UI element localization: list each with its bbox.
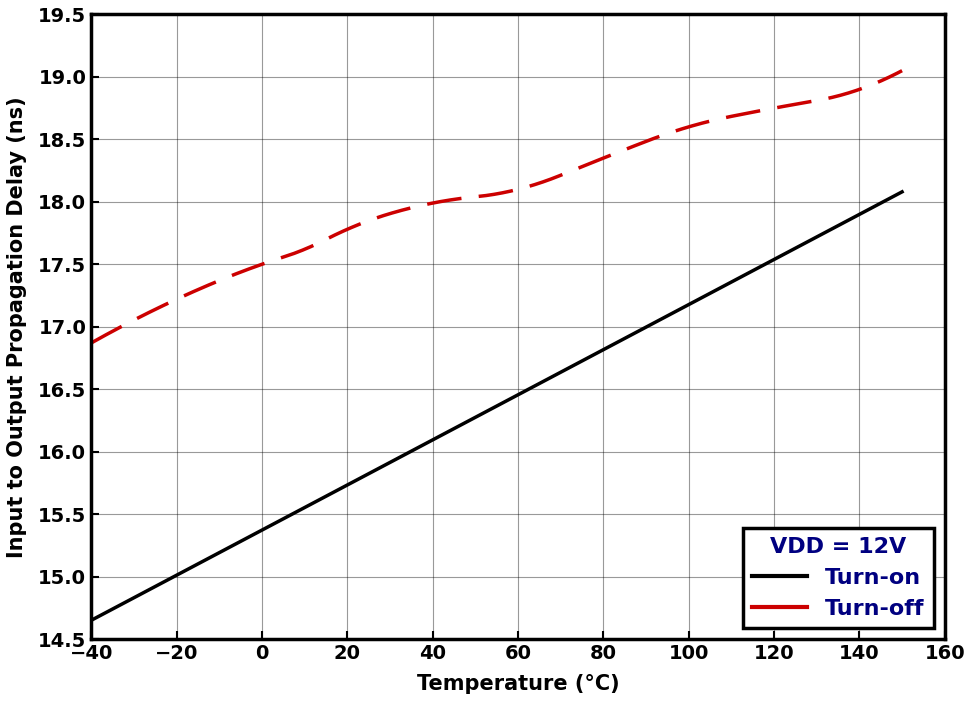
Turn-off bbox=[877, 76, 888, 84]
Turn-on bbox=[524, 384, 536, 393]
X-axis label: Temperature (°C): Temperature (°C) bbox=[417, 674, 619, 694]
Turn-on bbox=[896, 188, 908, 196]
Turn-off bbox=[750, 107, 762, 116]
Turn-on bbox=[475, 410, 487, 418]
Legend: Turn-on, Turn-off: Turn-on, Turn-off bbox=[743, 528, 934, 628]
Turn-on bbox=[750, 265, 762, 273]
Y-axis label: Input to Output Propagation Delay (ns): Input to Output Propagation Delay (ns) bbox=[7, 96, 27, 557]
Turn-on bbox=[86, 616, 97, 625]
Turn-off bbox=[86, 339, 97, 347]
Line: Turn-on: Turn-on bbox=[91, 192, 902, 620]
Turn-on bbox=[568, 361, 579, 369]
Turn-off bbox=[475, 192, 487, 200]
Turn-off bbox=[524, 182, 536, 190]
Turn-on bbox=[470, 413, 482, 421]
Turn-off bbox=[896, 67, 908, 75]
Turn-off bbox=[470, 193, 482, 201]
Turn-off bbox=[568, 165, 579, 174]
Line: Turn-off: Turn-off bbox=[91, 71, 902, 343]
Turn-on bbox=[877, 198, 888, 206]
